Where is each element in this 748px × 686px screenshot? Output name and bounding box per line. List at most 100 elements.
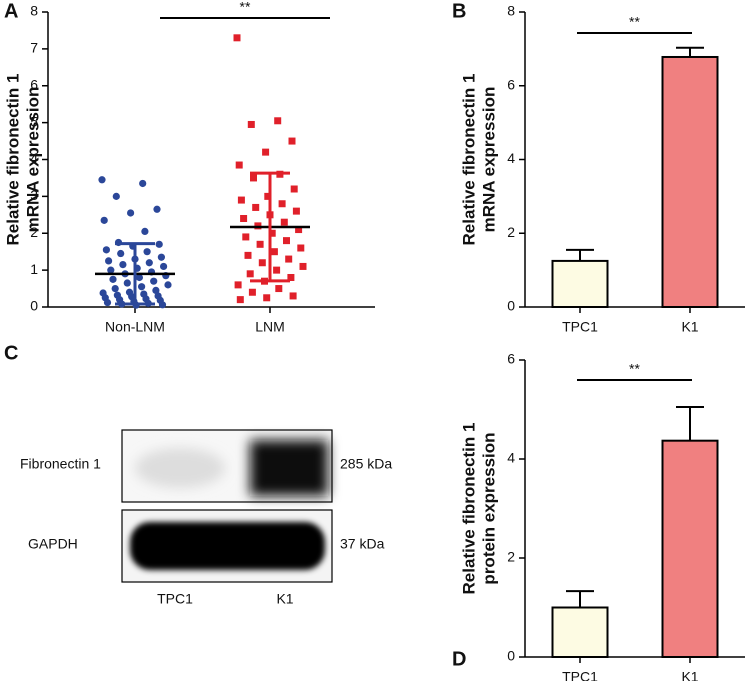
y-tick-label: 4 [507,150,515,166]
data-point [248,288,256,296]
data-point [268,229,276,237]
data-point [289,292,297,300]
data-point [123,279,131,287]
data-point [278,200,286,208]
data-point [242,233,250,241]
data-point [288,137,296,145]
data-point [273,266,281,274]
data-point [141,227,149,236]
data-point [263,294,271,302]
data-point [285,255,293,263]
data-point [107,266,115,274]
data-point [297,244,305,252]
data-point [135,273,143,282]
bar [551,606,609,658]
blot-fibronectin [121,429,333,503]
data-point [158,301,167,309]
data-point [280,218,288,226]
data-point [244,251,252,259]
data-point [103,298,112,307]
data-point [153,205,161,213]
panel-label: D [452,648,466,670]
x-tick-label: TPC1 [562,669,598,681]
lane-label: TPC1 [157,591,193,607]
y-axis-title: Relative fibronectin 1 [459,423,478,595]
y-tick-label: 8 [507,3,515,19]
y-tick-label: 8 [30,3,38,19]
data-point [295,226,303,234]
panel-label: B [452,0,466,22]
data-point [100,216,108,224]
data-point [264,192,272,200]
blot-size: 285 kDa [340,456,392,472]
significance-label: ** [629,361,640,377]
data-point [250,174,257,182]
y-tick-label: 4 [507,450,515,466]
y-axis-title: mRNA expression [23,87,42,233]
y-tick-label: 4 [30,150,38,166]
data-point [155,240,163,248]
panel-label: A [4,0,18,22]
data-point [150,277,158,285]
data-point [270,248,278,256]
data-point [152,286,160,295]
data-point [275,285,283,293]
data-point [299,262,307,270]
data-point [235,161,243,169]
y-tick-label: 0 [507,648,515,664]
x-tick-label: K1 [681,319,698,335]
bar [551,259,609,308]
x-tick-label: LNM [255,319,285,335]
data-point [160,262,168,271]
data-point [111,284,119,293]
y-tick-label: 2 [507,549,515,565]
data-point [109,275,117,283]
data-point [98,176,106,184]
blot-row-label: GAPDH [28,536,78,552]
data-point [139,179,147,188]
data-point [138,283,146,291]
significance-label: ** [240,0,251,15]
y-tick-label: 0 [507,298,515,314]
data-point [102,246,110,254]
y-tick-label: 6 [30,76,38,92]
data-point [233,34,241,42]
data-point [274,117,282,125]
blot-row-label: Fibronectin 1 [20,456,101,472]
data-point [127,209,135,217]
blot-size: 37 kDa [340,536,385,552]
y-axis-title: mRNA expression [479,87,498,233]
data-point [262,148,270,156]
x-tick-label: TPC1 [562,319,598,335]
data-point [117,249,125,258]
data-point [236,296,244,304]
data-point [252,203,260,211]
data-point [143,248,151,256]
y-axis-title: Relative fibronectin 1 [459,74,478,246]
y-tick-label: 6 [507,76,515,92]
data-point [283,237,290,245]
y-tick-label: 3 [30,187,38,203]
y-tick-label: 5 [30,113,38,129]
bar [661,439,719,658]
data-point [290,185,298,193]
lane-label: K1 [276,591,293,607]
data-point [119,260,127,269]
y-tick-label: 7 [30,40,38,56]
x-tick-label: K1 [681,669,698,681]
y-axis-title: Relative fibronectin 1 [3,74,22,246]
bar [661,55,719,308]
x-tick-label: Non-LNM [105,319,165,335]
data-point [234,281,242,289]
data-point [246,270,254,278]
data-point [240,215,248,222]
y-tick-label: 2 [507,224,515,240]
data-point [112,192,120,200]
y-tick-label: 6 [507,351,515,367]
y-tick-label: 0 [30,298,38,314]
data-point [258,259,266,267]
y-tick-label: 1 [30,261,38,277]
y-tick-label: 2 [30,224,38,240]
data-point [157,253,165,261]
